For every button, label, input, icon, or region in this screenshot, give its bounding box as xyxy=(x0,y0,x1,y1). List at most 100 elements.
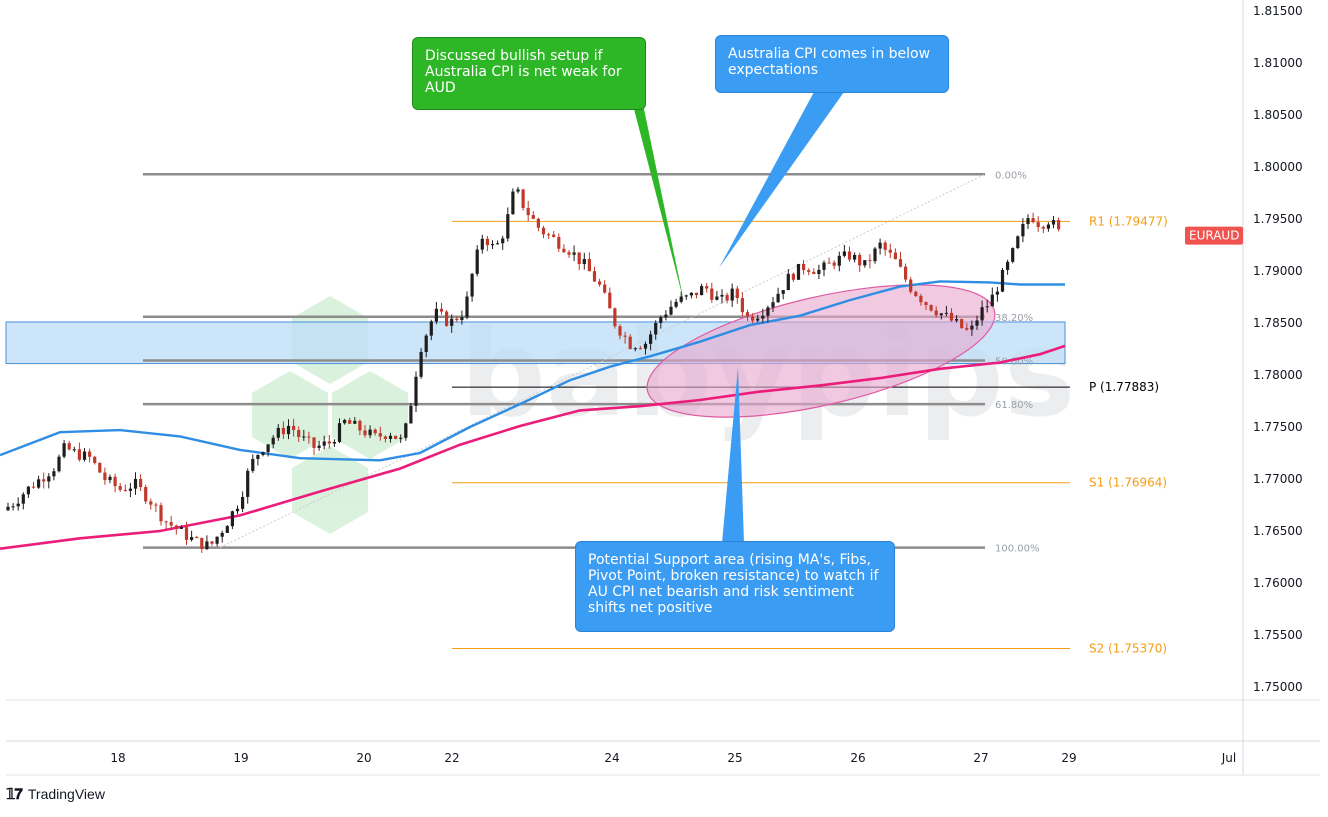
candle xyxy=(179,525,183,530)
candle xyxy=(149,498,153,510)
candle xyxy=(684,294,688,300)
candle xyxy=(562,244,566,253)
candle xyxy=(98,462,102,473)
candle-body xyxy=(1051,220,1056,225)
candle xyxy=(26,486,30,498)
candle xyxy=(88,448,92,463)
candle xyxy=(297,426,301,443)
candle-body xyxy=(256,454,260,459)
candle-body xyxy=(817,269,821,274)
price-axis-label: 1.75000 xyxy=(1253,680,1303,694)
candle-body xyxy=(740,298,744,313)
candle-body xyxy=(322,441,326,446)
candle-body xyxy=(200,537,204,550)
candle-body xyxy=(230,511,234,527)
candle-body xyxy=(567,252,571,255)
candle xyxy=(266,444,270,457)
candle xyxy=(842,244,846,258)
candle-body xyxy=(1006,261,1010,270)
fib-label: 61.80% xyxy=(995,400,1033,411)
candle-body xyxy=(174,525,178,529)
candle-body xyxy=(42,479,46,482)
candle-body xyxy=(205,541,209,550)
candle-body xyxy=(67,443,71,450)
candle-body xyxy=(57,456,61,472)
candle-body xyxy=(480,238,484,250)
candle-body xyxy=(327,441,331,444)
candle-body xyxy=(613,308,617,327)
candle-body xyxy=(1036,222,1040,228)
candle xyxy=(72,446,76,452)
candle xyxy=(164,520,168,530)
candle-body xyxy=(664,314,668,318)
candle xyxy=(577,252,581,271)
candle-body xyxy=(878,242,882,249)
candle xyxy=(1011,247,1015,264)
candle xyxy=(103,467,107,485)
candle xyxy=(791,272,795,282)
candle xyxy=(955,315,959,323)
candle-body xyxy=(965,327,969,330)
candle-body xyxy=(37,479,41,488)
candle-body xyxy=(873,248,877,262)
candle xyxy=(1021,218,1025,243)
price-axis-label: 1.76000 xyxy=(1253,576,1303,590)
candle xyxy=(700,283,704,296)
candle-body xyxy=(751,316,755,321)
candle xyxy=(914,290,918,298)
candle-body xyxy=(190,537,194,540)
candle-body xyxy=(531,215,535,219)
candle xyxy=(82,448,87,462)
footer-brand: 𝟙𝟕 TradingView xyxy=(6,785,105,803)
candle xyxy=(1057,217,1061,232)
candle-body xyxy=(761,315,765,319)
candle xyxy=(470,272,474,302)
candle xyxy=(455,316,459,323)
price-axis-label: 1.78500 xyxy=(1253,316,1303,330)
candle-body xyxy=(674,301,678,307)
candle-body xyxy=(215,536,219,544)
candle xyxy=(363,425,367,438)
candle-body xyxy=(470,273,474,297)
time-axis-label: 20 xyxy=(356,751,371,765)
candle-body xyxy=(93,456,97,463)
time-axis-label: 24 xyxy=(604,751,619,765)
candle-body xyxy=(618,326,622,336)
candle xyxy=(628,334,632,350)
symbol-badge-label: EURAUD xyxy=(1189,229,1239,243)
candle-body xyxy=(266,444,270,453)
price-axis-label: 1.76500 xyxy=(1253,524,1303,538)
candle-body xyxy=(113,476,117,487)
ma-pink-line xyxy=(0,344,1066,550)
candle-body xyxy=(1000,269,1005,292)
candle-body xyxy=(592,271,597,282)
candle xyxy=(113,473,117,493)
candle-body xyxy=(919,295,923,303)
symbol-badge xyxy=(1185,226,1243,245)
candle-body xyxy=(47,476,51,482)
price-axis-label: 1.75500 xyxy=(1253,628,1303,642)
pivot-label: P (1.77883) xyxy=(1089,380,1159,394)
candle-body xyxy=(179,527,183,529)
candle-body xyxy=(363,430,367,436)
candle-body xyxy=(496,243,500,245)
candle-body xyxy=(1011,248,1015,262)
candle-body xyxy=(914,291,918,296)
candle-body xyxy=(924,302,928,305)
candle xyxy=(827,257,831,264)
candle-body xyxy=(394,435,398,439)
candle xyxy=(730,283,734,307)
candle-body xyxy=(225,526,229,533)
price-axis-label: 1.81000 xyxy=(1253,56,1303,70)
candle-body xyxy=(312,437,316,448)
candle xyxy=(348,417,352,424)
candle xyxy=(337,418,342,444)
candle xyxy=(215,536,219,547)
candle-body xyxy=(307,436,311,438)
candle-body xyxy=(475,249,479,274)
candle xyxy=(516,186,520,194)
candle xyxy=(919,293,923,306)
candle-body xyxy=(812,271,816,274)
candle xyxy=(465,291,469,320)
